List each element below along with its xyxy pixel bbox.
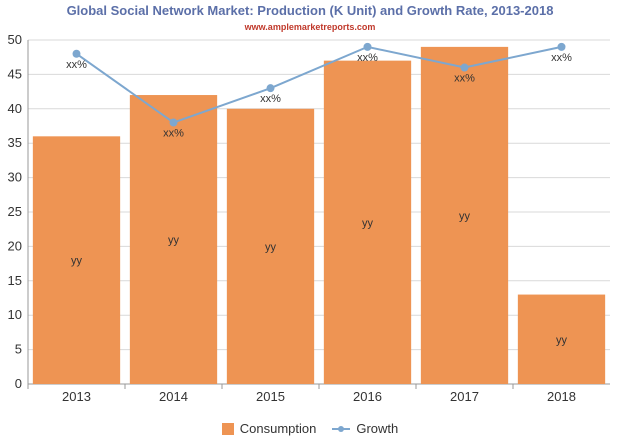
- bar-data-label: yy: [459, 210, 471, 222]
- chart-subtitle: www.amplemarketreports.com: [244, 22, 376, 32]
- x-tick-label: 2018: [547, 389, 576, 404]
- bar-data-label: yy: [556, 334, 568, 346]
- y-tick-label: 40: [8, 101, 22, 116]
- x-tick-label: 2017: [450, 389, 479, 404]
- x-tick-label: 2016: [353, 389, 382, 404]
- y-tick-label: 30: [8, 170, 22, 185]
- bar-data-label: yy: [362, 217, 374, 229]
- x-tick-label: 2013: [62, 389, 91, 404]
- y-tick-label: 25: [8, 204, 22, 219]
- legend-item-growth[interactable]: Growth: [332, 421, 398, 436]
- x-tick-label: 2014: [159, 389, 188, 404]
- legend-swatch-growth: [332, 423, 351, 435]
- y-tick-label: 15: [8, 273, 22, 288]
- y-tick-label: 5: [15, 342, 22, 357]
- y-tick-label: 20: [8, 238, 22, 253]
- legend-swatch-consumption: [221, 422, 234, 435]
- bar-data-label: yy: [71, 255, 83, 267]
- growth-point: [72, 49, 81, 58]
- legend-item-consumption[interactable]: Consumption: [221, 421, 317, 436]
- bar: [226, 108, 315, 385]
- bar-data-label: yy: [265, 241, 277, 253]
- bar: [32, 136, 121, 384]
- bar: [517, 294, 606, 384]
- bar: [420, 46, 509, 384]
- growth-point: [460, 63, 469, 72]
- growth-point: [363, 42, 372, 51]
- y-tick-label: 45: [8, 66, 22, 81]
- bar: [129, 95, 218, 384]
- legend-label-growth: Growth: [356, 421, 399, 436]
- growth-data-label: xx%: [551, 52, 572, 64]
- legend-label-consumption: Consumption: [239, 421, 317, 436]
- bar-data-label: yy: [168, 235, 180, 247]
- growth-point: [266, 84, 275, 93]
- growth-data-label: xx%: [260, 93, 281, 105]
- chart-title: Global Social Network Market: Production…: [66, 3, 554, 18]
- y-tick-label: 0: [15, 376, 22, 391]
- growth-data-label: xx%: [357, 52, 378, 64]
- growth-data-label: xx%: [66, 59, 87, 71]
- x-tick-label: 2015: [256, 389, 285, 404]
- growth-line: [75, 45, 562, 124]
- y-tick-label: 50: [8, 32, 22, 47]
- growth-data-label: xx%: [454, 73, 475, 85]
- growth-point: [169, 118, 178, 127]
- bar: [323, 60, 412, 384]
- y-tick-label: 10: [8, 307, 22, 322]
- growth-data-label: xx%: [163, 128, 184, 140]
- y-tick-label: 35: [8, 135, 22, 150]
- growth-point: [557, 42, 566, 51]
- chart-legend: Consumption Growth: [0, 421, 620, 436]
